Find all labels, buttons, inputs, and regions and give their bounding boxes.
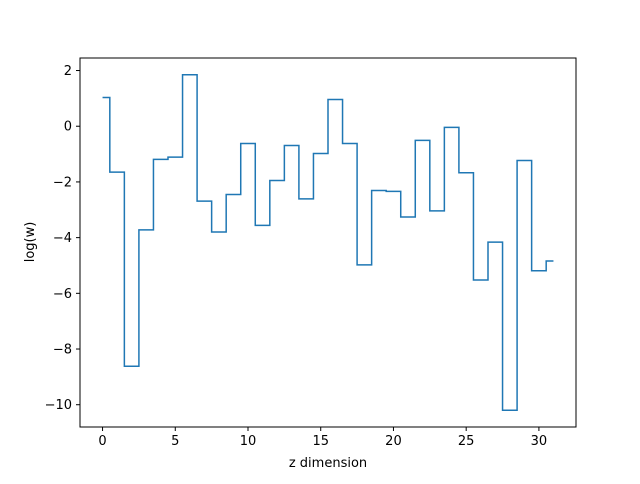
x-axis-label: z dimension (289, 456, 367, 471)
y-axis-ticks: −10 −8 −6 −4 −2 0 2 (45, 64, 80, 413)
x-tick-label: 10 (240, 434, 257, 449)
y-axis-label: log(w) (23, 222, 38, 263)
plot-area (102, 73, 554, 412)
y-tick-label: −8 (53, 343, 72, 358)
axes-frame (79, 57, 577, 428)
series-line-0 (102, 73, 554, 412)
y-tick-label: 0 (64, 120, 72, 135)
y-tick-label: −4 (53, 231, 72, 246)
x-tick-label: 25 (458, 434, 475, 449)
y-tick-label: −2 (53, 175, 72, 190)
y-tick-label: −6 (53, 287, 72, 302)
x-tick-label: 5 (171, 434, 179, 449)
x-tick-label: 20 (385, 434, 402, 449)
x-axis-ticks: 0 5 10 15 20 25 30 (98, 427, 547, 449)
y-tick-label: −10 (45, 398, 72, 413)
x-tick-label: 0 (98, 434, 106, 449)
x-tick-label: 15 (312, 434, 329, 449)
y-tick-label: 2 (64, 64, 72, 79)
x-tick-label: 30 (531, 434, 548, 449)
